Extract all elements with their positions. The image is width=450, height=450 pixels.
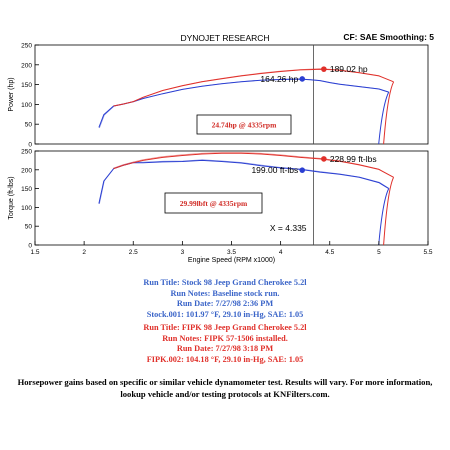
stock-run-title: Run Title: Stock 98 Jeep Grand Cherokee … [143,278,307,287]
x-tick-label: 4 [279,249,283,256]
power-delta-note: 24.74hp @ 4335rpm [212,121,277,130]
settings-label: CF: SAE Smoothing: 5 [343,32,434,42]
stock-run-info: Run Title: Stock 98 Jeep Grand Cherokee … [0,278,450,320]
y-tick-label: 200 [21,62,32,69]
power-plot-frame [34,44,429,145]
torque-marker-label: 199.00 ft-lbs [251,165,298,175]
y-tick-label: 150 [21,82,32,89]
stock-run-date: Run Date: 7/27/98 2:36 PM [176,299,274,309]
fipk-run-title: Run Title: FIPK 98 Jeep Grand Cherokee 5… [143,323,307,332]
power-marker-label: 164.26 hp [260,74,298,84]
fipk-run-file: FIPK.002: 104.18 °F, 29.10 in-Hg, SAE: 1… [146,354,304,364]
torque-series-drop [383,177,395,246]
power-series-line [113,68,394,107]
chart-title: DYNOJET RESEARCH [180,33,269,43]
x-tick-label: 3.5 [227,249,236,256]
power-marker-label: 189.02 hp [330,64,368,74]
torque-series-drop [378,188,390,246]
y-tick-label: 200 [21,167,32,174]
x-tick-label: 5 [377,249,381,256]
fipk-run-date: Run Date: 7/27/98 3:18 PM [176,344,274,354]
power-marker [321,66,327,72]
y-tick-label: 250 [21,149,32,156]
power-axis-label: Power (hp) [8,77,15,111]
torque-series-line [113,152,394,178]
y-tick-label: 50 [25,224,33,231]
y-tick-label: 0 [28,142,32,149]
x-axis-label: Engine Speed (RPM x1000) [188,257,275,264]
y-tick-label: 100 [21,102,32,109]
y-tick-label: 150 [21,186,32,193]
x-tick-label: 2.5 [129,249,138,256]
y-tick-label: 250 [21,43,32,50]
power-marker [299,76,306,82]
y-tick-label: 100 [21,205,32,212]
y-tick-label: 50 [25,122,33,129]
x-tick-label: 4.5 [325,249,334,256]
x-tick-label: 2 [82,249,86,256]
y-tick-label: 0 [28,243,32,250]
disclaimer-text: Horsepower gains based on specific or si… [17,377,433,399]
torque-delta-box [164,192,263,214]
power-delta-box [196,114,292,135]
power-panel: 0 50 100 150 200 250 Power (hp) 164.26 hp 189.02… [8,43,429,149]
torque-axis-label: Torque (ft-lbs) [8,176,15,219]
stock-run-notes: Run Notes: Baseline stock run. [170,288,280,298]
torque-marker [299,167,306,173]
torque-marker [321,156,327,162]
x-tick-label: 5.5 [423,249,432,256]
x-tick-label: 1.5 [30,249,39,256]
power-series-drop [383,81,395,145]
power-series-drop [378,91,390,145]
x-tick-label: 3 [181,249,185,256]
cursor-label: X = 4.335 [270,223,307,233]
power-series-line-trace [113,68,394,107]
fipk-run-notes: Run Notes: FIPK 57-1506 installed. [162,333,288,343]
torque-delta-note: 29.99lbft @ 4335rpm [180,199,248,208]
fipk-run-info: Run Title: FIPK 98 Jeep Grand Cherokee 5… [0,323,450,365]
torque-panel: 0 50 100 150 200 250 Torque (ft-lbs) 199.00 ft-… [8,149,433,265]
torque-marker-label: 228.99 ft-lbs [330,154,377,164]
torque-series-line-trace [113,152,394,178]
stock-run-file: Stock.001: 101.97 °F, 29.10 in-Hg, SAE: … [146,309,304,319]
